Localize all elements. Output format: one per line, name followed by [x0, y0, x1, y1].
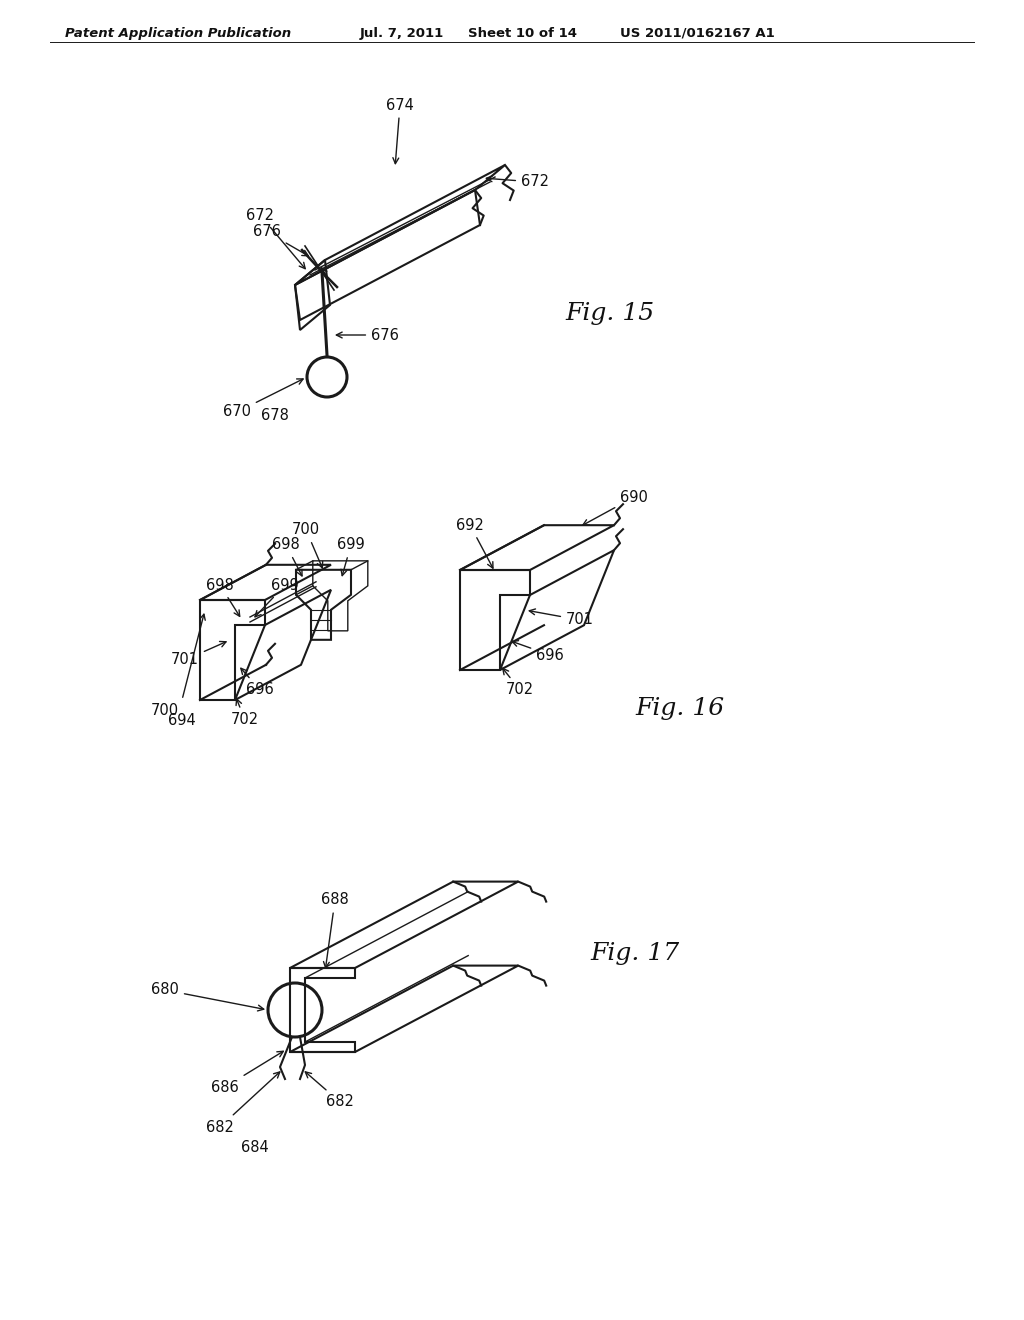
Text: 674: 674 [386, 98, 414, 164]
Text: 700: 700 [292, 523, 323, 568]
Text: 672: 672 [246, 207, 305, 269]
Text: 698: 698 [272, 537, 302, 576]
Text: 701: 701 [171, 642, 226, 668]
Text: Sheet 10 of 14: Sheet 10 of 14 [468, 26, 577, 40]
Text: Patent Application Publication: Patent Application Publication [65, 26, 291, 40]
Text: 672: 672 [486, 174, 549, 190]
Text: 688: 688 [322, 892, 349, 968]
Text: 684: 684 [241, 1140, 269, 1155]
Text: Fig. 17: Fig. 17 [590, 942, 679, 965]
Text: 686: 686 [211, 1051, 284, 1094]
Text: 682: 682 [305, 1072, 354, 1110]
Text: 699: 699 [255, 578, 299, 616]
Text: 676: 676 [336, 327, 399, 342]
Text: 696: 696 [241, 668, 273, 697]
Text: 670: 670 [223, 379, 303, 420]
Text: US 2011/0162167 A1: US 2011/0162167 A1 [620, 26, 775, 40]
Text: 694: 694 [168, 713, 196, 729]
Text: 692: 692 [456, 517, 493, 568]
Text: 699: 699 [337, 537, 365, 576]
Text: Jul. 7, 2011: Jul. 7, 2011 [360, 26, 444, 40]
Text: 702: 702 [503, 668, 535, 697]
Text: 702: 702 [231, 700, 259, 727]
Text: 676: 676 [253, 224, 308, 256]
Text: 700: 700 [151, 704, 179, 718]
Text: 690: 690 [583, 490, 648, 525]
Text: 682: 682 [206, 1072, 280, 1134]
Text: 701: 701 [529, 609, 594, 627]
Text: 680: 680 [152, 982, 264, 1011]
Text: Fig. 16: Fig. 16 [635, 697, 724, 719]
Text: 678: 678 [261, 408, 289, 422]
Text: 696: 696 [512, 640, 564, 663]
Text: Fig. 15: Fig. 15 [565, 302, 654, 325]
Text: 698: 698 [206, 578, 240, 616]
